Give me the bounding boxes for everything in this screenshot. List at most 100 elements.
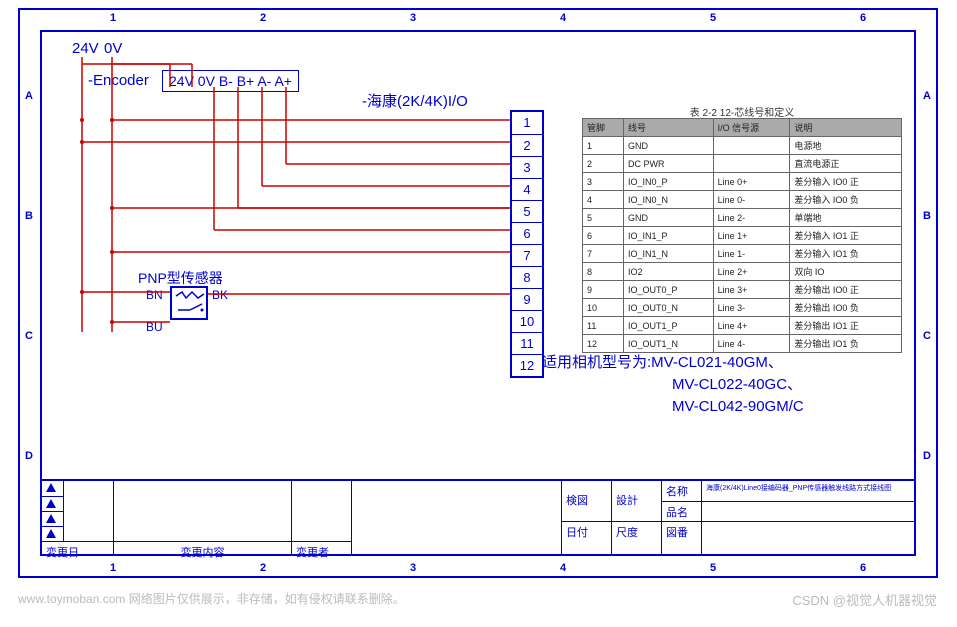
table-cell: 差分输入 IO0 负 — [790, 191, 902, 209]
tb-hiduke: 日付 — [562, 521, 612, 556]
table-cell: 差分输出 IO1 负 — [790, 335, 902, 353]
ruler-bot: 5 — [710, 562, 716, 574]
ruler-right: B — [923, 210, 931, 222]
table-cell: Line 0- — [713, 191, 790, 209]
tb-kantei: 検図 — [562, 481, 612, 521]
triangle-icon — [46, 529, 56, 538]
pin-table-caption: 表 2-2 12-芯线号和定义 — [582, 104, 902, 119]
ruler-top: 4 — [560, 12, 566, 24]
table-row: 5GNDLine 2-单端地 — [583, 209, 902, 227]
table-cell: DC PWR — [624, 155, 714, 173]
table-cell: 差分输出 IO0 正 — [790, 281, 902, 299]
table-cell: Line 3- — [713, 299, 790, 317]
triangle-icon — [46, 483, 56, 492]
tb-sekkei: 設計 — [612, 481, 662, 521]
table-cell: 差分输出 IO1 正 — [790, 317, 902, 335]
ruler-top: 1 — [110, 12, 116, 24]
ruler-top: 6 — [860, 12, 866, 24]
pin-table: 管脚 线号 I/O 信号源 说明 1GND电源地2DC PWR直流电源正3IO_… — [582, 118, 902, 353]
io-terminal-block: 1 2 3 4 5 6 7 8 9 10 11 12 — [510, 110, 544, 378]
table-cell: 7 — [583, 245, 624, 263]
table-cell: Line 1+ — [713, 227, 790, 245]
table-row: 2DC PWR直流电源正 — [583, 155, 902, 173]
encoder-pins: 24V 0V B- B+ A- A+ — [162, 70, 299, 92]
table-cell: IO_IN1_N — [624, 245, 714, 263]
table-cell: 单端地 — [790, 209, 902, 227]
table-cell: IO_OUT1_N — [624, 335, 714, 353]
table-cell: 差分输入 IO1 正 — [790, 227, 902, 245]
outer-frame: 1 2 3 4 5 6 1 2 3 4 5 6 A B C D A B C D … — [18, 8, 938, 578]
th: I/O 信号源 — [713, 119, 790, 137]
table-cell: 5 — [583, 209, 624, 227]
label-24v: 24V — [72, 40, 99, 57]
io-pin: 11 — [512, 332, 542, 354]
footer-left: www.toymoban.com 网络图片仅供展示，非存储，如有侵权请联系删除。 — [18, 590, 405, 607]
table-cell: 1 — [583, 137, 624, 155]
table-cell: 直流电源正 — [790, 155, 902, 173]
ruler-left: A — [25, 90, 33, 102]
table-cell: IO_IN0_N — [624, 191, 714, 209]
suit-model: MV-CL042-90GM/C — [672, 398, 804, 415]
tb-shakudo: 尺度 — [612, 521, 662, 556]
sensor-bu: BU — [146, 320, 163, 334]
io-pin: 2 — [512, 134, 542, 156]
table-cell: IO2 — [624, 263, 714, 281]
suit-model: MV-CL021-40GM、 — [651, 354, 783, 371]
table-cell: IO_IN1_P — [624, 227, 714, 245]
table-row: 1GND电源地 — [583, 137, 902, 155]
io-pin: 1 — [512, 112, 542, 134]
ruler-bot: 2 — [260, 562, 266, 574]
ruler-bot: 1 — [110, 562, 116, 574]
table-row: 9IO_OUT0_PLine 3+差分输出 IO0 正 — [583, 281, 902, 299]
ruler-top: 5 — [710, 12, 716, 24]
table-cell: 12 — [583, 335, 624, 353]
label-0v: 0V — [104, 40, 122, 57]
table-cell: 6 — [583, 227, 624, 245]
table-cell: 差分输入 IO1 负 — [790, 245, 902, 263]
io-pin: 8 — [512, 266, 542, 288]
sensor-symbol — [170, 286, 208, 320]
sensor-title: PNP型传感器 — [138, 268, 223, 288]
table-cell: GND — [624, 209, 714, 227]
tb-meisho: 名称 — [662, 481, 702, 501]
table-cell: GND — [624, 137, 714, 155]
io-title: -海康(2K/4K)I/O — [362, 90, 468, 111]
table-cell: Line 4+ — [713, 317, 790, 335]
table-cell: 10 — [583, 299, 624, 317]
io-pin: 12 — [512, 354, 542, 376]
suitability: 适用相机型号为:MV-CL021-40GM、 MV-CL022-40GC、 MV… — [542, 352, 804, 418]
table-row: 6IO_IN1_PLine 1+差分输入 IO1 正 — [583, 227, 902, 245]
table-cell: 9 — [583, 281, 624, 299]
io-pin: 5 — [512, 200, 542, 222]
suit-model: MV-CL022-40GC、 — [672, 376, 802, 393]
ruler-left: C — [25, 330, 33, 342]
table-row: 3IO_IN0_PLine 0+差分输入 IO0 正 — [583, 173, 902, 191]
table-cell — [713, 137, 790, 155]
table-row: 7IO_IN1_NLine 1-差分输入 IO1 负 — [583, 245, 902, 263]
suit-prefix: 适用相机型号为: — [542, 354, 651, 371]
table-cell: Line 1- — [713, 245, 790, 263]
th: 线号 — [624, 119, 714, 137]
ruler-right: A — [923, 90, 931, 102]
title-block: 変更日 変更内容 変更者 検図 設計 日付 尺度 名称 海康(2K/4K)Lin… — [42, 479, 914, 554]
tb-name-val: 海康(2K/4K)Line0接编码器_PNP传感器触发线路方式接线图 — [702, 481, 914, 501]
table-cell: Line 4- — [713, 335, 790, 353]
table-row: 8IO2Line 2+双向 IO — [583, 263, 902, 281]
ruler-bot: 6 — [860, 562, 866, 574]
table-cell: Line 3+ — [713, 281, 790, 299]
ruler-top: 2 — [260, 12, 266, 24]
table-cell: 差分输入 IO0 正 — [790, 173, 902, 191]
io-pin: 7 — [512, 244, 542, 266]
table-row: 4IO_IN0_NLine 0-差分输入 IO0 负 — [583, 191, 902, 209]
table-cell: 双向 IO — [790, 263, 902, 281]
table-cell: IO_OUT0_P — [624, 281, 714, 299]
table-row: 12IO_OUT1_NLine 4-差分输出 IO1 负 — [583, 335, 902, 353]
ruler-right: D — [923, 450, 931, 462]
table-cell: 差分输出 IO0 负 — [790, 299, 902, 317]
table-cell: 8 — [583, 263, 624, 281]
th: 说明 — [790, 119, 902, 137]
label-encoder: -Encoder — [88, 72, 149, 89]
table-cell: Line 2- — [713, 209, 790, 227]
table-row: 10IO_OUT0_NLine 3-差分输出 IO0 负 — [583, 299, 902, 317]
table-cell — [713, 155, 790, 173]
